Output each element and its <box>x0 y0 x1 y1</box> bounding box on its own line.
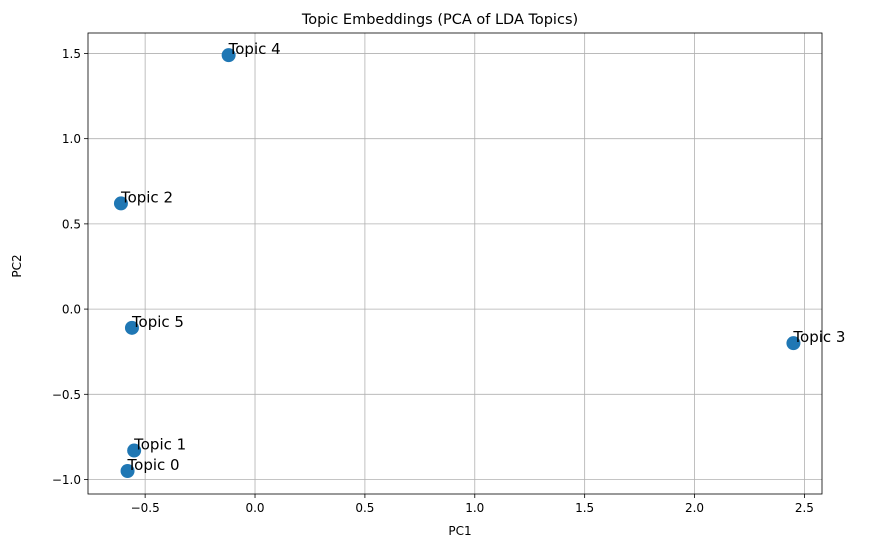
x-tick-label: 2.5 <box>795 501 814 515</box>
point-labels: Topic 0 Topic 1 Topic 2 Topic 3 Topic 4 Topic… <box>120 40 846 474</box>
data-point <box>124 320 139 335</box>
point-label: Topic 3 <box>792 328 845 346</box>
y-tick-label: 0.0 <box>62 303 81 317</box>
point-label: Topic 5 <box>131 313 184 331</box>
data-point <box>786 336 801 351</box>
x-tick-label: 0.5 <box>355 501 374 515</box>
plot-frame <box>87 32 823 495</box>
grid-lines <box>88 33 822 494</box>
data-point <box>221 48 236 63</box>
x-axis-label: PC1 <box>448 524 471 538</box>
point-label: Topic 1 <box>133 436 186 454</box>
y-axis-ticks: −1.0 −0.5 0.0 0.5 1.0 1.5 <box>52 47 88 487</box>
y-tick-label: 0.5 <box>62 217 81 231</box>
x-tick-label: −0.5 <box>131 501 160 515</box>
point-label: Topic 4 <box>228 40 281 58</box>
x-tick-label: 0.0 <box>245 501 264 515</box>
x-tick-label: 1.5 <box>575 501 594 515</box>
data-point <box>120 463 135 478</box>
data-points <box>113 48 801 478</box>
y-axis-label: PC2 <box>10 254 24 277</box>
y-tick-label: −1.0 <box>52 473 81 487</box>
data-point <box>113 196 128 211</box>
y-tick-label: 1.0 <box>62 132 81 146</box>
x-tick-label: 2.0 <box>685 501 704 515</box>
point-label: Topic 2 <box>120 188 173 206</box>
y-tick-label: 1.5 <box>62 47 81 61</box>
x-tick-label: 1.0 <box>465 501 484 515</box>
chart-title: Topic Embeddings (PCA of LDA Topics) <box>301 12 578 28</box>
point-label: Topic 0 <box>127 456 180 474</box>
data-point <box>127 443 142 458</box>
x-axis-ticks: −0.5 0.0 0.5 1.0 1.5 2.0 2.5 <box>131 494 814 515</box>
y-tick-label: −0.5 <box>52 388 81 402</box>
